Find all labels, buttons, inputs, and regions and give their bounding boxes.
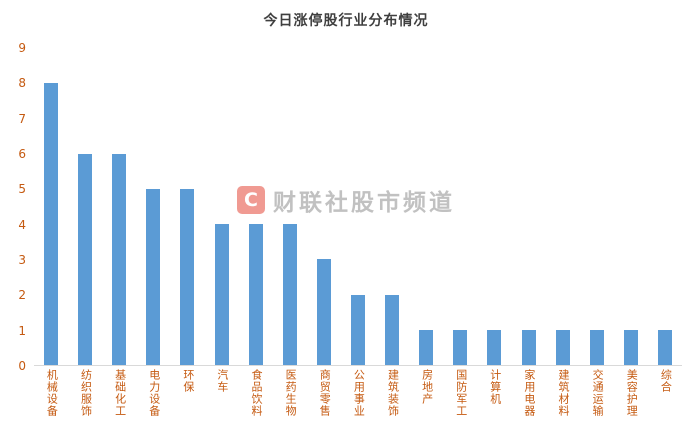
- y-tick-label: 0: [18, 359, 26, 373]
- x-label-cell: 食品饮料: [239, 369, 273, 433]
- bar-column: [409, 48, 443, 365]
- x-category-label: 环保: [181, 369, 195, 393]
- bar: [589, 329, 604, 365]
- y-tick-label: 9: [18, 41, 26, 55]
- x-label-cell: 环保: [170, 369, 204, 433]
- x-label-cell: 机械设备: [34, 369, 68, 433]
- x-category-label: 建筑材料: [557, 369, 571, 417]
- chart-title: 今日涨停股行业分布情况: [263, 13, 429, 29]
- x-category-label: 机械设备: [45, 369, 59, 417]
- bar: [658, 329, 673, 365]
- x-label-cell: 公用事业: [341, 369, 375, 433]
- bar-column: [614, 48, 648, 365]
- x-category-label: 纺织服饰: [79, 369, 93, 417]
- x-category-label: 汽车: [215, 369, 229, 393]
- x-label-cell: 综合: [648, 369, 682, 433]
- bar-column: [102, 48, 136, 365]
- bar: [282, 224, 297, 365]
- x-label-cell: 交通运输: [580, 369, 614, 433]
- x-label-cell: 家用电器: [512, 369, 546, 433]
- x-label-cell: 基础化工: [102, 369, 136, 433]
- bar-column: [170, 48, 204, 365]
- x-category-label: 食品饮料: [250, 369, 264, 417]
- bar: [180, 188, 195, 365]
- x-label-cell: 建筑材料: [546, 369, 580, 433]
- x-category-label: 建筑装饰: [386, 369, 400, 417]
- x-category-label: 计算机: [488, 369, 502, 405]
- bar-column: [273, 48, 307, 365]
- bar-column: [34, 48, 68, 365]
- bar: [351, 294, 366, 365]
- bar: [214, 224, 229, 365]
- x-label-cell: 房地产: [409, 369, 443, 433]
- y-tick-label: 2: [18, 288, 26, 303]
- y-tick-label: 4: [18, 217, 26, 232]
- x-label-cell: 电力设备: [136, 369, 170, 433]
- y-axis: 0 1 2 3 4 5 6 7 8 9: [6, 42, 28, 372]
- bar: [385, 294, 400, 365]
- bar: [248, 224, 263, 365]
- bar: [44, 83, 59, 365]
- x-category-label: 医药生物: [284, 369, 298, 417]
- bar-column: [580, 48, 614, 365]
- x-label-cell: 汽车: [205, 369, 239, 433]
- y-tick-label: 1: [18, 323, 26, 338]
- bar-column: [307, 48, 341, 365]
- x-label-cell: 计算机: [477, 369, 511, 433]
- bar: [487, 329, 502, 365]
- x-category-label: 国防军工: [454, 369, 468, 417]
- y-tick-label: 5: [18, 182, 26, 197]
- bar-column: [648, 48, 682, 365]
- y-tick-label: 6: [18, 147, 26, 161]
- y-tick-label: 3: [18, 253, 26, 267]
- bar: [521, 329, 536, 365]
- bar-column: [239, 48, 273, 365]
- bar-column: [375, 48, 409, 365]
- bar: [453, 329, 468, 365]
- bar-column: [443, 48, 477, 365]
- bar-column: [205, 48, 239, 365]
- x-category-label: 公用事业: [352, 369, 366, 417]
- bar-column: [546, 48, 580, 365]
- x-label-cell: 医药生物: [273, 369, 307, 433]
- bar: [555, 329, 570, 365]
- x-category-label: 商贸零售: [318, 369, 332, 417]
- y-tick-label: 7: [18, 111, 26, 126]
- bar-column: [512, 48, 546, 365]
- bar: [419, 329, 434, 365]
- plot-area: [34, 48, 682, 366]
- bar-column: [68, 48, 102, 365]
- x-label-cell: 纺织服饰: [68, 369, 102, 433]
- x-category-label: 综合: [659, 369, 673, 393]
- y-tick-label: 8: [18, 76, 26, 91]
- bar-column: [136, 48, 170, 365]
- bar: [78, 153, 93, 365]
- x-category-label: 基础化工: [113, 369, 127, 417]
- bar: [146, 188, 161, 365]
- x-label-cell: 商贸零售: [307, 369, 341, 433]
- bar: [112, 153, 127, 365]
- bar: [623, 329, 638, 365]
- bar: [316, 259, 331, 365]
- x-axis-labels: 机械设备 纺织服饰 基础化工 电力设备 环保 汽车 食品饮料 医药生物 商贸零售 公用事业 建筑装饰…: [34, 369, 682, 433]
- x-label-cell: 美容护理: [614, 369, 648, 433]
- x-label-cell: 国防军工: [443, 369, 477, 433]
- x-category-label: 家用电器: [522, 369, 536, 417]
- x-category-label: 房地产: [420, 369, 434, 405]
- x-category-label: 电力设备: [147, 369, 161, 417]
- x-category-label: 交通运输: [591, 369, 605, 417]
- bar-column: [477, 48, 511, 365]
- bar-column: [341, 48, 375, 365]
- x-category-label: 美容护理: [625, 369, 639, 417]
- x-label-cell: 建筑装饰: [375, 369, 409, 433]
